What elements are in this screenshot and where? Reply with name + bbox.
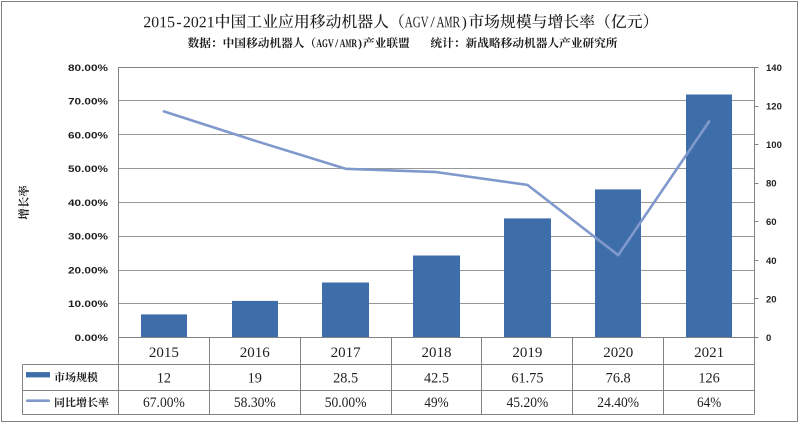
svg-text:24.40%: 24.40% — [597, 395, 639, 411]
svg-text:120: 120 — [766, 102, 782, 113]
svg-text:0: 0 — [766, 333, 771, 344]
svg-text:20: 20 — [766, 294, 777, 305]
svg-text:126: 126 — [698, 370, 719, 386]
svg-text:45.20%: 45.20% — [507, 395, 549, 411]
svg-text:12: 12 — [157, 370, 171, 386]
svg-text:28.5: 28.5 — [333, 370, 358, 386]
svg-text:60: 60 — [766, 217, 777, 228]
svg-text:49%: 49% — [424, 395, 448, 411]
svg-text:2016: 2016 — [240, 345, 271, 361]
svg-text:100: 100 — [766, 140, 782, 151]
svg-text:2021: 2021 — [694, 345, 724, 361]
svg-text:61.75: 61.75 — [511, 370, 543, 386]
svg-text:2020: 2020 — [603, 345, 633, 361]
svg-text:70.00%: 70.00% — [68, 97, 109, 108]
svg-text:80: 80 — [766, 179, 777, 190]
svg-text:140: 140 — [766, 63, 782, 74]
svg-text:76.8: 76.8 — [606, 370, 631, 386]
svg-text:2017: 2017 — [331, 345, 362, 361]
svg-text:80.00%: 80.00% — [68, 63, 109, 74]
svg-text:67.00%: 67.00% — [143, 395, 185, 411]
svg-text:0.00%: 0.00% — [75, 333, 109, 344]
svg-text:2019: 2019 — [512, 345, 542, 361]
svg-text:42.5: 42.5 — [424, 370, 449, 386]
svg-text:2015: 2015 — [149, 345, 179, 361]
svg-text:40.00%: 40.00% — [68, 198, 109, 209]
svg-text:10.00%: 10.00% — [68, 299, 109, 310]
svg-text:58.30%: 58.30% — [234, 395, 276, 411]
svg-text:2018: 2018 — [422, 345, 452, 361]
svg-text:40: 40 — [766, 256, 777, 267]
svg-text:50.00%: 50.00% — [68, 164, 109, 175]
svg-text:50.00%: 50.00% — [325, 395, 367, 411]
svg-text:20.00%: 20.00% — [68, 265, 109, 276]
svg-text:60.00%: 60.00% — [68, 130, 109, 141]
svg-text:30.00%: 30.00% — [68, 232, 109, 243]
svg-text:19: 19 — [248, 370, 262, 386]
svg-text:64%: 64% — [697, 395, 721, 411]
